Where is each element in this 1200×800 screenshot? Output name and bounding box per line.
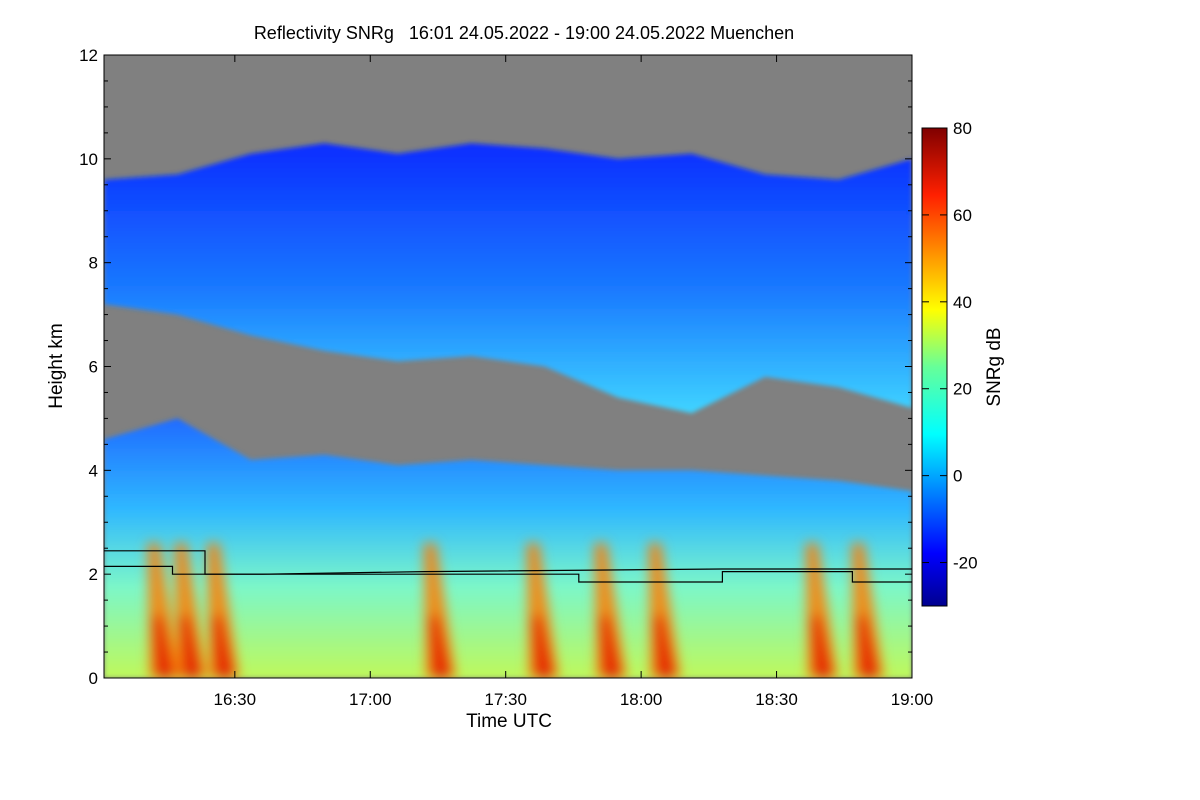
x-tick-label: 19:00 (891, 690, 934, 709)
x-tick-label: 17:30 (484, 690, 527, 709)
colorbar-gradient (921, 127, 948, 607)
chart-title: Reflectivity SNRg 16:01 24.05.2022 - 19:… (254, 23, 794, 43)
precip-streak-core (532, 615, 555, 678)
precip-streak-core (429, 615, 452, 678)
colorbar-tick-label: -20 (953, 554, 978, 573)
colorbar (921, 127, 948, 607)
line-upper (104, 550, 912, 575)
x-tick-label: 18:30 (755, 690, 798, 709)
y-axis-label: Height km (46, 323, 67, 409)
line-lower (104, 565, 912, 583)
y-tick-label: 4 (89, 461, 98, 480)
y-tick-label: 10 (79, 150, 98, 169)
colorbar-label: SNRg dB (984, 327, 1005, 406)
y-tick-label: 12 (79, 46, 98, 65)
upper-cloud-shape (104, 143, 912, 414)
y-tick-label: 6 (89, 358, 98, 377)
precip-streaks (147, 543, 884, 678)
colorbar-ticks: -20 0 20 40 60 80 (922, 119, 978, 573)
y-tick-label: 0 (89, 669, 98, 688)
precip-streak-core (180, 615, 203, 678)
x-tick-label: 18:00 (620, 690, 663, 709)
colorbar-tick-label: 80 (953, 119, 972, 138)
y-tick-label: 8 (89, 254, 98, 273)
colorbar-tick-label: 20 (953, 380, 972, 399)
upper-cloud-layer (104, 143, 912, 414)
precip-streak-core (654, 615, 677, 678)
y-tick-label: 2 (89, 565, 98, 584)
x-axis: 16:30 17:00 17:30 18:00 18:30 19:00 (214, 55, 934, 709)
colorbar-tick-label: 40 (953, 293, 972, 312)
x-tick-label: 17:00 (349, 690, 392, 709)
precip-streak-core (600, 615, 623, 678)
plot-area (104, 55, 912, 678)
colorbar-tick-label: 60 (953, 206, 972, 225)
y-axis: 0 2 4 6 8 10 12 (79, 46, 912, 688)
overlay-lines (104, 550, 912, 583)
x-tick-label: 16:30 (214, 690, 257, 709)
x-axis-label: Time UTC (466, 711, 552, 732)
colorbar-tick-label: 0 (953, 467, 962, 486)
precip-streak-core (811, 615, 834, 678)
precip-streak-core (153, 615, 176, 678)
lower-cloud-layer (104, 418, 912, 678)
precip-streak-core (213, 615, 236, 678)
precip-streak-core (857, 615, 880, 678)
lower-cloud-shape (104, 418, 912, 678)
